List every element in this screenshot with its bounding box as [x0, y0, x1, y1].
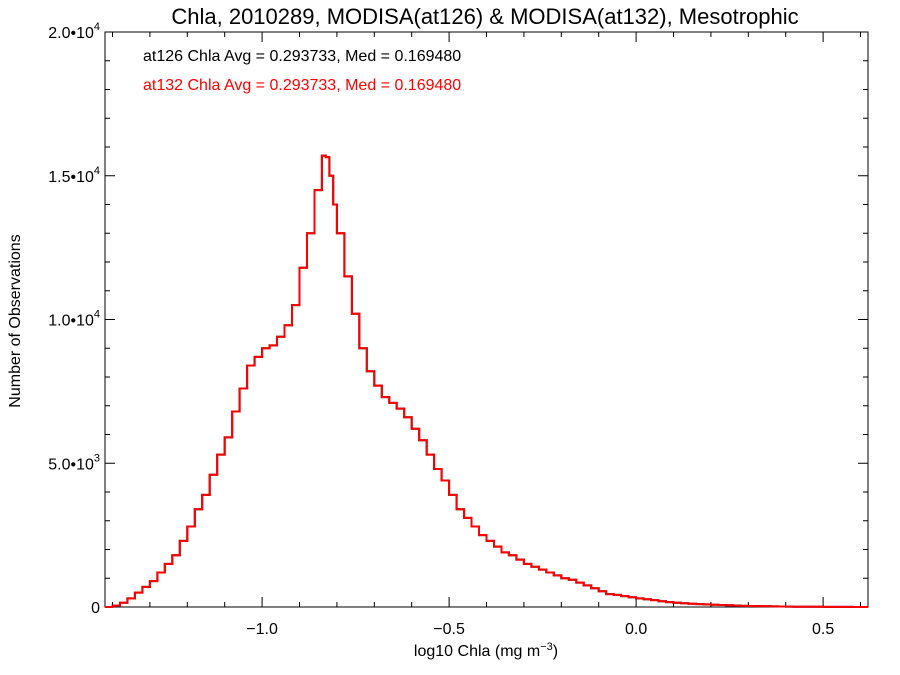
y-axis-label: Number of Observations: [7, 234, 24, 407]
y-tick-label: 1.5•104: [48, 165, 100, 186]
x-tick-label: 0.5: [812, 621, 834, 638]
y-tick-label: 2.0•104: [48, 21, 100, 42]
series-line-at132: [105, 154, 868, 608]
annotation-1: at132 Chla Avg = 0.293733, Med = 0.16948…: [143, 77, 461, 94]
chart-title: Chla, 2010289, MODISA(at126) & MODISA(at…: [171, 4, 798, 29]
x-axis-label-close: ): [553, 643, 558, 660]
x-tick-label: −1.0: [246, 621, 278, 638]
y-tick-label: 5.0•103: [48, 452, 100, 473]
y-tick-label: 1.0•104: [48, 309, 100, 330]
annotations: at126 Chla Avg = 0.293733, Med = 0.16948…: [143, 48, 461, 94]
data-series: [105, 154, 868, 608]
x-axis-label: log10 Chla (mg m−3): [414, 641, 558, 660]
plot-frame: [104, 31, 869, 608]
x-axis-label-main: log10 Chla (mg m: [414, 643, 540, 660]
x-tick-label: −0.5: [433, 621, 465, 638]
axis-ticks: −1.0 −0.5 0.0 0.5 0 5.0•103 1.0•104 1.5•104 2.0•…: [48, 21, 868, 638]
annotation-0: at126 Chla Avg = 0.293733, Med = 0.16948…: [143, 48, 461, 65]
x-axis-label-superscript: −3: [540, 641, 553, 653]
y-tick-label: 0: [91, 600, 100, 617]
x-tick-label: 0.0: [625, 621, 647, 638]
